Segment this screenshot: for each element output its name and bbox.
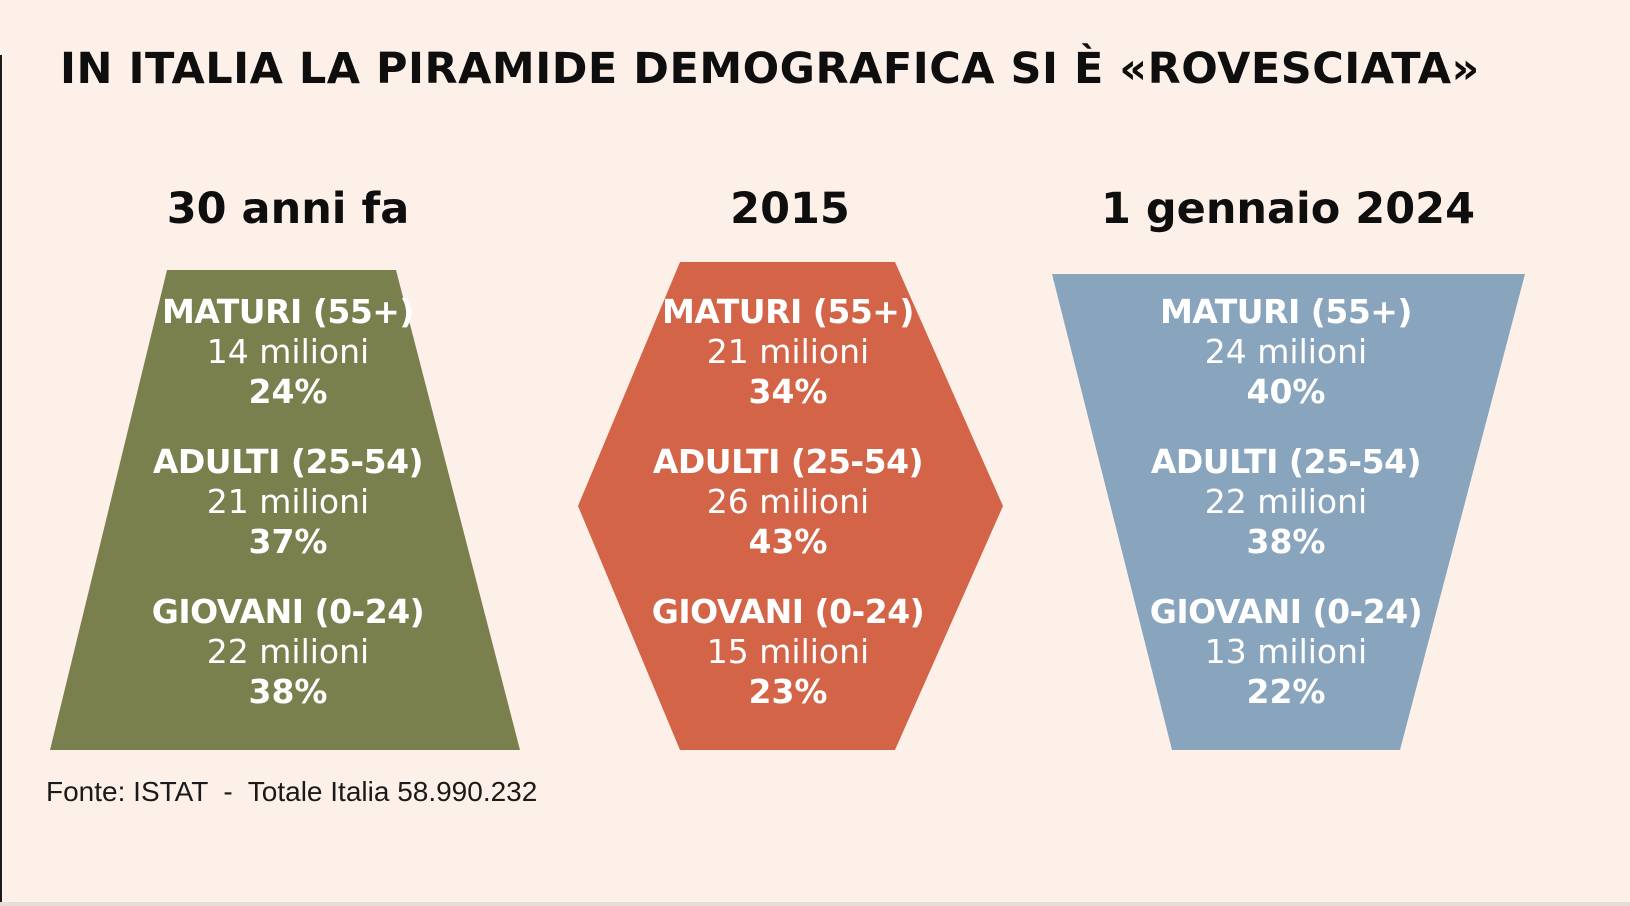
group-percent: 34% [748, 372, 828, 411]
panel-2-content: MATURI (55+) 21 milioni 34% ADULTI (25-5… [588, 292, 988, 742]
group-percent: 23% [748, 672, 828, 711]
group-count: 22 milioni [206, 632, 370, 671]
panel-3-inverted-trapezoid-shape [1052, 274, 1525, 750]
panel-1-content: MATURI (55+) 14 milioni 24% ADULTI (25-5… [88, 292, 488, 742]
group-count: 15 milioni [706, 632, 870, 671]
panel-2-group-maturi: MATURI (55+) 21 milioni 34% [588, 292, 988, 412]
group-count: 24 milioni [1204, 332, 1368, 371]
source-note: Fonte: ISTAT - Totale Italia 58.990.232 [46, 776, 538, 807]
panel-3-group-giovani: GIOVANI (0-24) 13 milioni 22% [1086, 592, 1486, 712]
group-count: 21 milioni [706, 332, 870, 371]
panel-2-heading: 2015 [730, 184, 850, 234]
group-count: 14 milioni [206, 332, 370, 371]
group-label: GIOVANI (0-24) [151, 592, 425, 631]
panel-3-group-adulti: ADULTI (25-54) 22 milioni 38% [1086, 442, 1486, 562]
panel-3-heading: 1 gennaio 2024 [1100, 184, 1475, 234]
group-count: 21 milioni [206, 482, 370, 521]
group-label: GIOVANI (0-24) [651, 592, 925, 631]
group-label: MATURI (55+) [661, 292, 915, 331]
group-percent: 38% [248, 672, 328, 711]
group-percent: 40% [1246, 372, 1326, 411]
group-count: 22 milioni [1204, 482, 1368, 521]
left-border-rule [0, 55, 2, 906]
group-label: GIOVANI (0-24) [1149, 592, 1423, 631]
panel-1-heading: 30 anni fa [166, 184, 410, 234]
group-count: 13 milioni [1204, 632, 1368, 671]
panel-1-group-giovani: GIOVANI (0-24) 22 milioni 38% [88, 592, 488, 712]
infographic-title: IN ITALIA LA PIRAMIDE DEMOGRAFICA SI È «… [60, 44, 1480, 94]
group-label: MATURI (55+) [1159, 292, 1413, 331]
panel-1-group-maturi: MATURI (55+) 14 milioni 24% [88, 292, 488, 412]
bottom-border-rule [0, 902, 1630, 906]
panel-2-group-adulti: ADULTI (25-54) 26 milioni 43% [588, 442, 988, 562]
panel-2-group-giovani: GIOVANI (0-24) 15 milioni 23% [588, 592, 988, 712]
panel-2-hexagon-shape [578, 262, 1003, 750]
group-percent: 37% [248, 522, 328, 561]
group-percent: 24% [248, 372, 328, 411]
group-label: ADULTI (25-54) [1150, 442, 1422, 481]
group-percent: 43% [748, 522, 828, 561]
group-label: ADULTI (25-54) [652, 442, 924, 481]
panel-1-group-adulti: ADULTI (25-54) 21 milioni 37% [88, 442, 488, 562]
group-percent: 38% [1246, 522, 1326, 561]
panel-1-trapezoid-shape [50, 270, 520, 750]
panel-3-content: MATURI (55+) 24 milioni 40% ADULTI (25-5… [1086, 292, 1486, 742]
group-label: MATURI (55+) [161, 292, 415, 331]
group-label: ADULTI (25-54) [152, 442, 424, 481]
group-percent: 22% [1246, 672, 1326, 711]
panel-3-group-maturi: MATURI (55+) 24 milioni 40% [1086, 292, 1486, 412]
group-count: 26 milioni [706, 482, 870, 521]
